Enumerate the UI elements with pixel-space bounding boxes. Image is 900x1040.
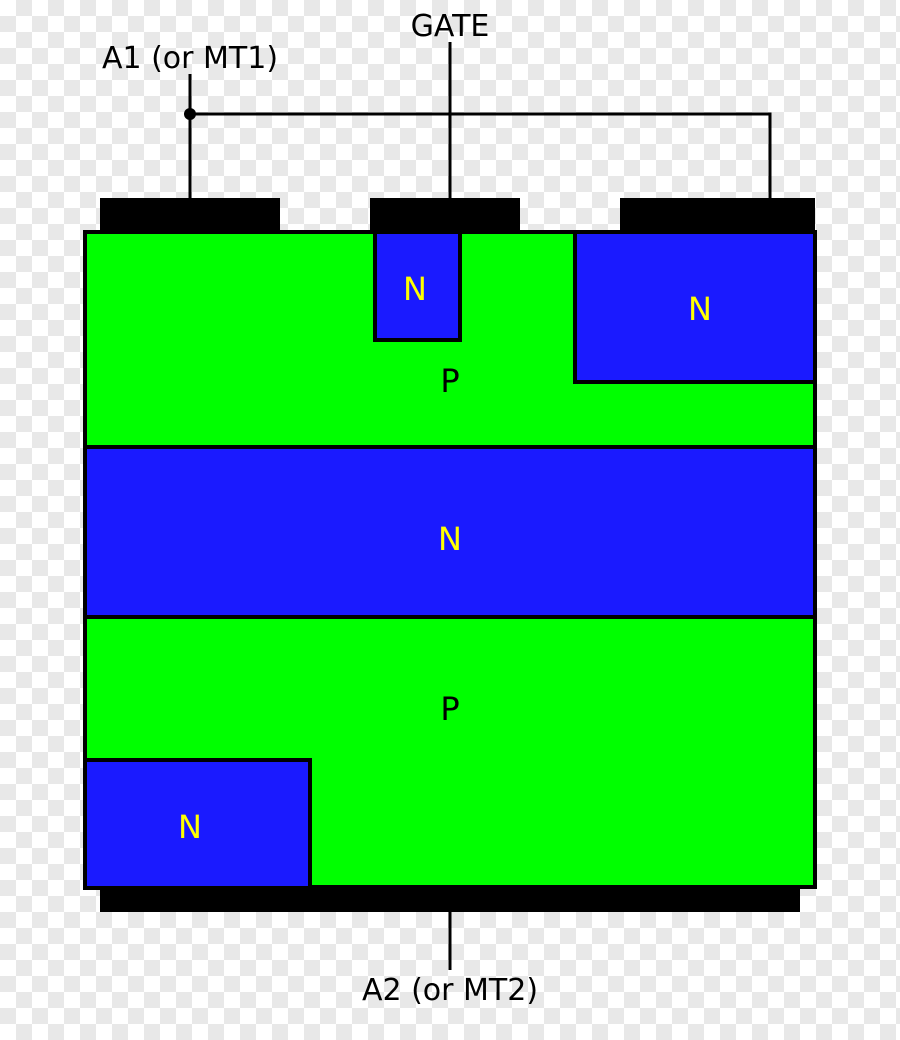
label-n-a2: N bbox=[178, 808, 202, 846]
wire bbox=[190, 114, 770, 198]
label-n-middle: N bbox=[438, 520, 462, 558]
contact-a1-left bbox=[100, 198, 280, 232]
contact-a2 bbox=[100, 887, 800, 912]
label-p-top: P bbox=[440, 362, 459, 400]
contact-a1-right bbox=[620, 198, 815, 232]
contact-gate bbox=[370, 198, 520, 232]
label-a1: A1 (or MT1) bbox=[102, 41, 278, 76]
label-p-bottom: P bbox=[440, 690, 459, 728]
triac-structure-diagram: GATE A1 (or MT1) A2 (or MT2) P N P N N N bbox=[0, 0, 900, 1040]
label-n-gate: N bbox=[403, 270, 427, 308]
label-a2: A2 (or MT2) bbox=[362, 973, 538, 1008]
wire-junction bbox=[184, 108, 196, 120]
label-n-a1: N bbox=[688, 290, 712, 328]
label-gate: GATE bbox=[411, 9, 490, 44]
